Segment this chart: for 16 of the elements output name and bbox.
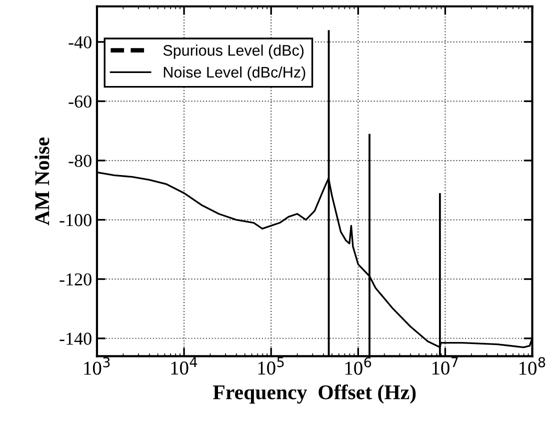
legend-label: Spurious Level (dBc)	[163, 44, 304, 59]
x-tick-label: 10$^{6}$	[345, 357, 372, 375]
x-tick-label: 10$^{7}$	[432, 357, 458, 375]
y-tick-label: -60	[68, 95, 92, 108]
legend-label: Noise Level (dBc/Hz)	[164, 66, 306, 81]
x-axis-title: Frequency Offset (Hz)	[213, 384, 416, 404]
y-tick-label: -140	[60, 332, 92, 345]
y-tick-label: -80	[68, 154, 92, 167]
y-tick-label: -120	[60, 273, 92, 286]
y-tick-label: -100	[60, 214, 92, 226]
y-axis-title: AM Noise	[34, 138, 50, 226]
x-tick-label: 10$^{4}$	[171, 357, 198, 375]
x-tick-label: 10$^{8}$	[519, 357, 546, 375]
x-tick-label: 10$^{3}$	[84, 357, 110, 375]
x-tick-label: 10$^{5}$	[258, 357, 284, 375]
y-tick-label: -40	[68, 36, 92, 48]
